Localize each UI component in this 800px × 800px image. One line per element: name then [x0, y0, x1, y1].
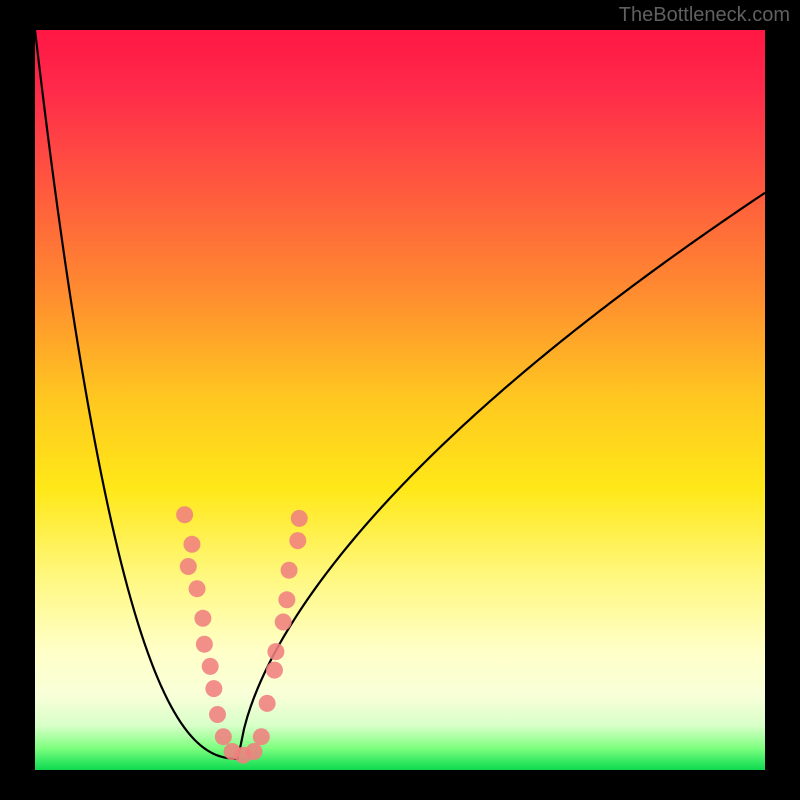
data-marker	[275, 614, 292, 631]
data-marker	[266, 662, 283, 679]
data-marker	[196, 636, 213, 653]
data-marker	[205, 680, 222, 697]
data-marker	[278, 591, 295, 608]
data-marker	[215, 728, 232, 745]
data-marker	[202, 658, 219, 675]
data-marker	[259, 695, 276, 712]
plot-svg	[35, 30, 765, 770]
chart-container: TheBottleneck.com	[0, 0, 800, 800]
data-marker	[281, 562, 298, 579]
plot-area	[35, 30, 765, 770]
data-marker	[253, 728, 270, 745]
data-marker	[194, 610, 211, 627]
data-marker	[289, 532, 306, 549]
data-marker	[291, 510, 308, 527]
watermark-text: TheBottleneck.com	[619, 4, 790, 27]
data-marker	[246, 743, 263, 760]
data-marker	[267, 643, 284, 660]
data-marker	[183, 536, 200, 553]
data-marker	[176, 506, 193, 523]
data-marker	[180, 558, 197, 575]
data-marker	[209, 706, 226, 723]
gradient-background	[35, 30, 765, 770]
data-marker	[189, 580, 206, 597]
